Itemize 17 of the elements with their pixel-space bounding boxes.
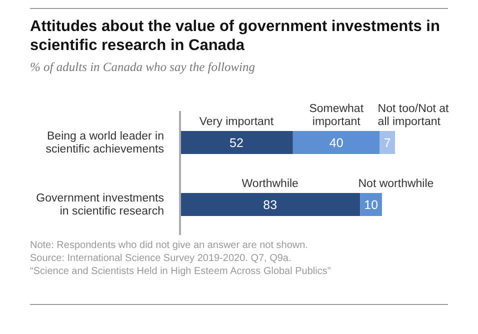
series-label: Somewhat important [309,103,364,128]
y-tick-label: Being a world leader in scientific achievements [46,130,164,156]
series-label: Not too/Not at all important [378,103,450,128]
text: Note: Respondents who did not give an answer are not shown. [30,239,309,252]
source-note: Source: International Science Survey 2019-2020. Q7, Q9a. [30,252,292,265]
data-label: 83 [263,198,278,212]
series-label: Not worthwhile [358,178,434,190]
text: “Science and Scientists Held in High Esteem Across Global Publics” [30,265,332,278]
series-label: Worthwhile [242,178,298,190]
chart-title: Attitudes about the value of government investments in scientific research in Canada [30,17,441,55]
data-label: 52 [230,136,244,150]
data-label: 10 [364,198,378,212]
data-label: 40 [329,136,344,150]
chart-subtitle: % of adults in Canada who say the following [30,60,256,75]
data-label: 7 [384,136,391,150]
y-tick-label: Government investments in scientific research [36,192,164,218]
series-label: Very important [199,116,274,128]
